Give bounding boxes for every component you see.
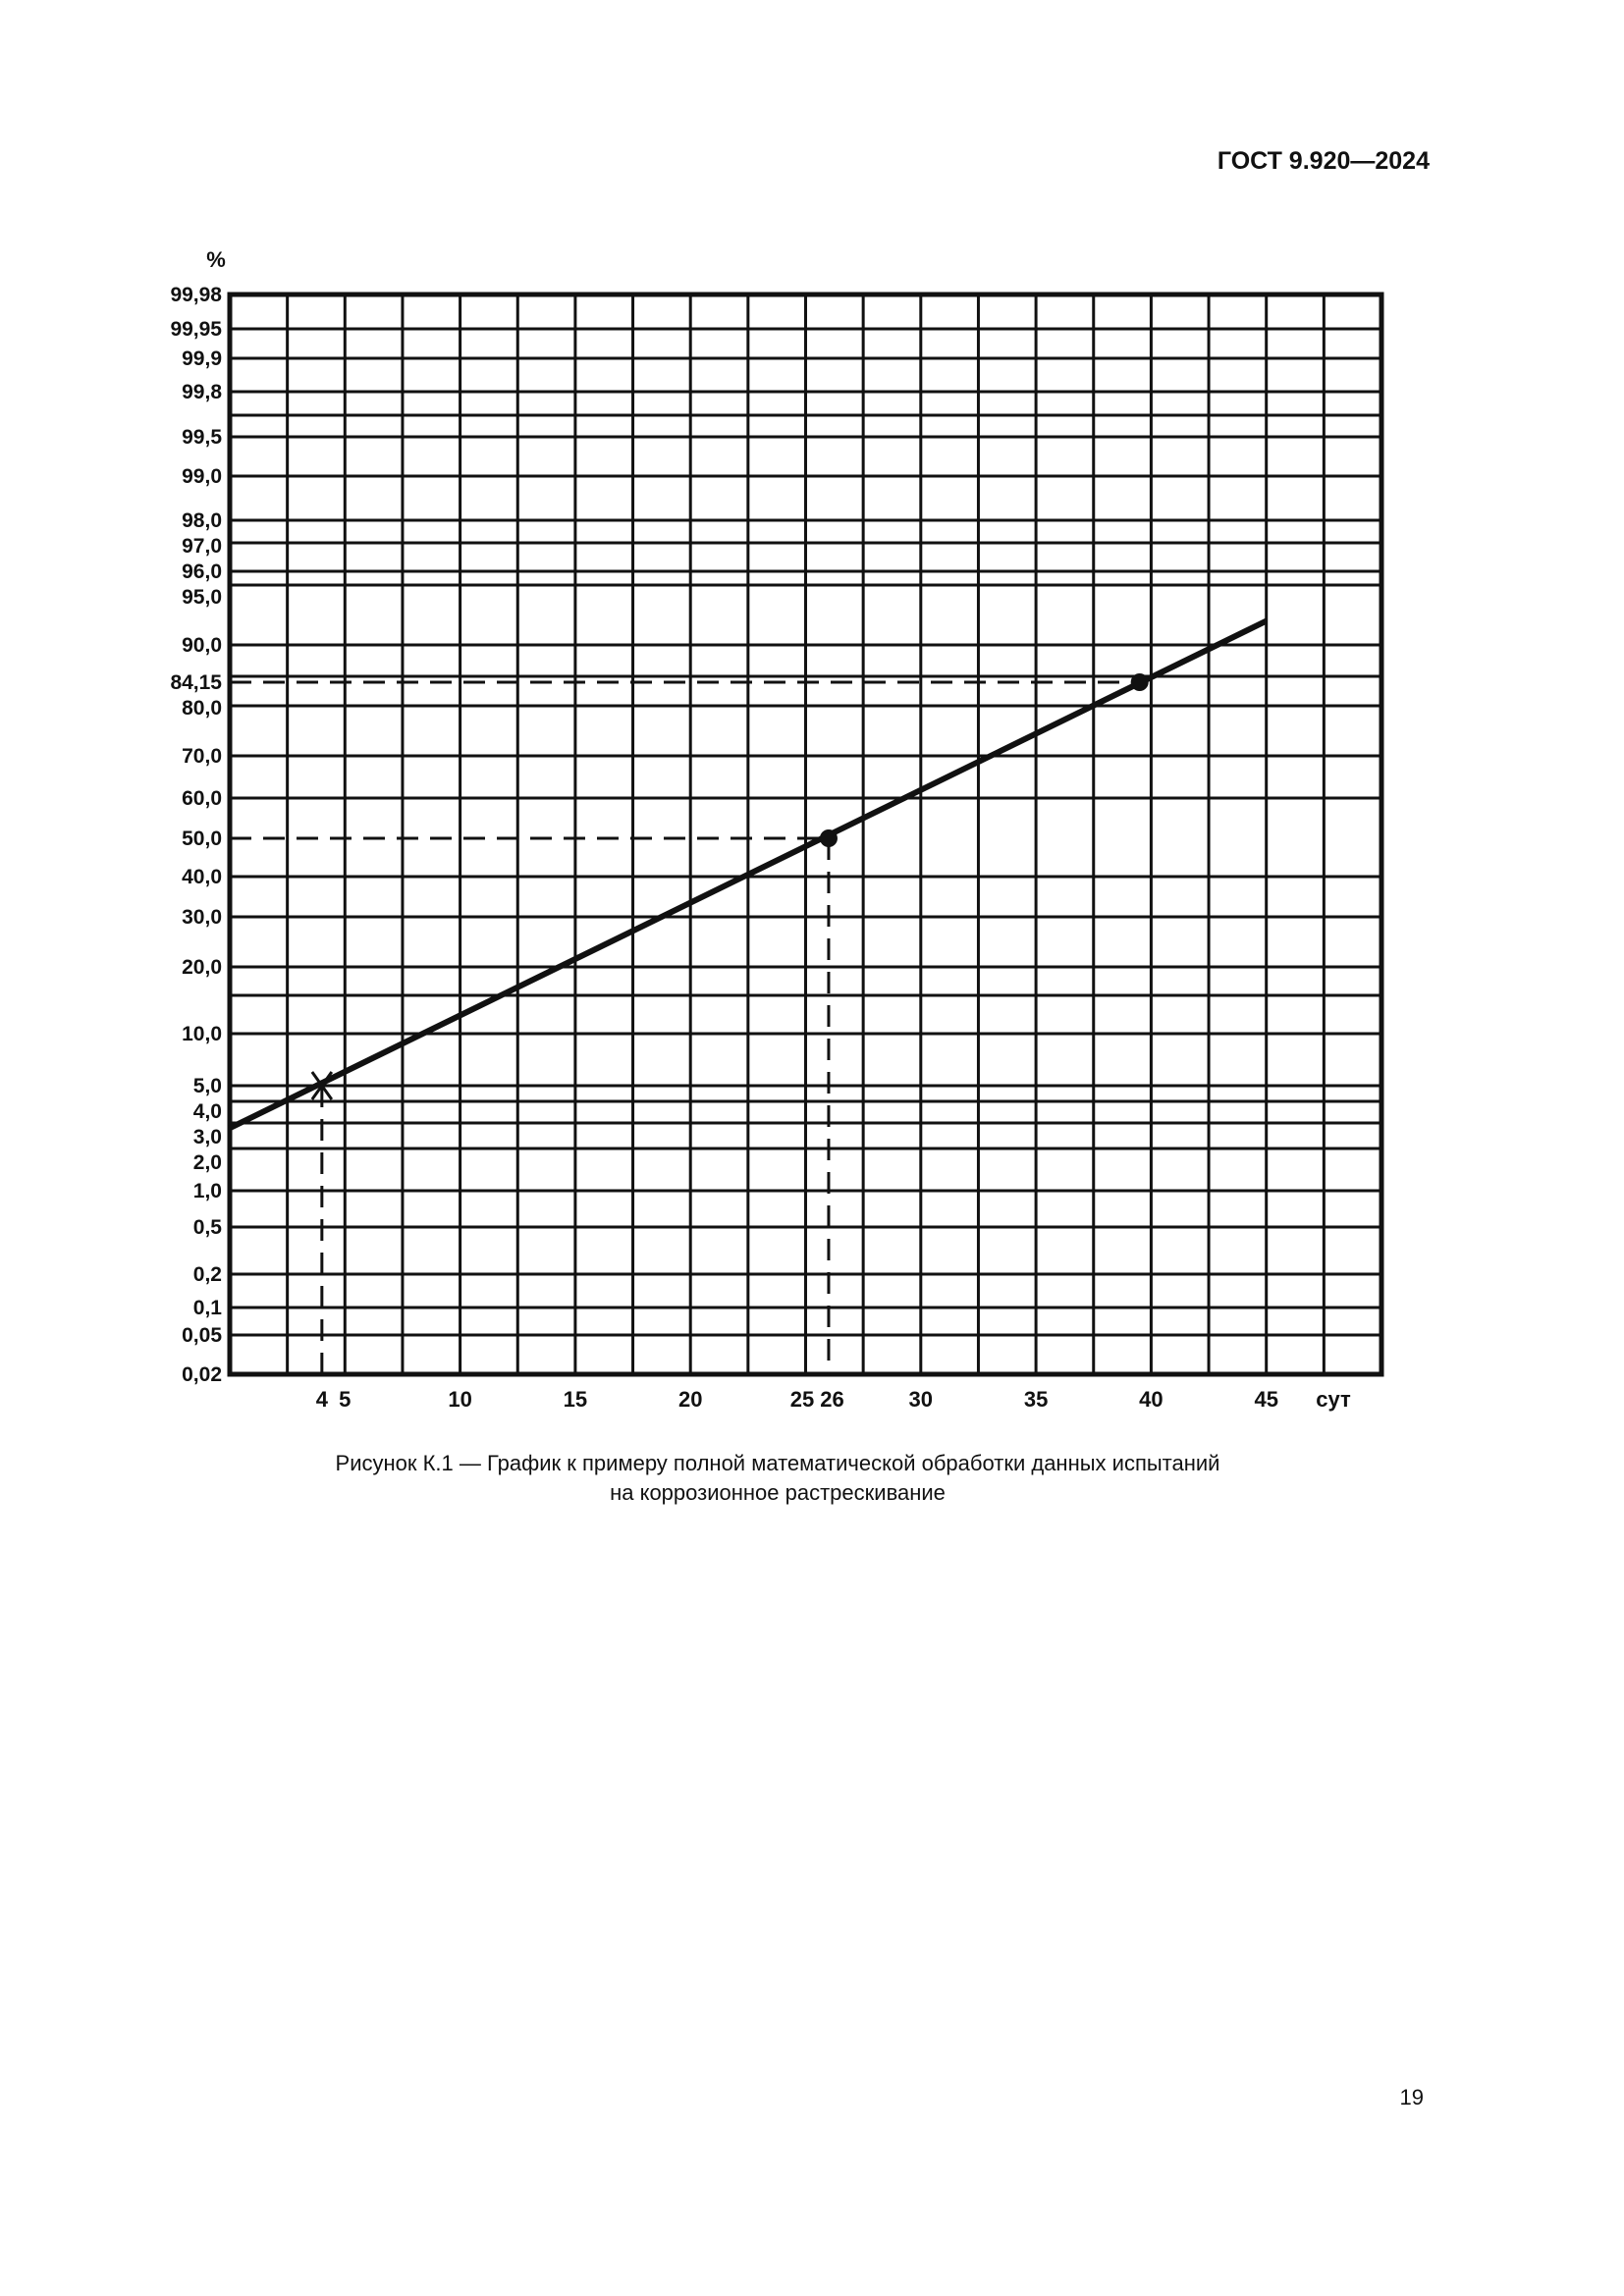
y-tick-label: 60,0 [182, 787, 222, 810]
cross-marker [310, 1071, 334, 1100]
document-header: ГОСТ 9.920—2024 [1217, 147, 1430, 175]
x-tick-label: 30 [909, 1387, 933, 1412]
x-tick-label: 15 [564, 1387, 587, 1412]
y-tick-label: 0,1 [193, 1297, 223, 1319]
y-tick-label: 30,0 [182, 906, 222, 929]
page-number: 19 [1399, 2085, 1424, 2109]
y-tick-label: 70,0 [182, 745, 222, 768]
y-tick-label: 40,0 [182, 866, 222, 888]
y-tick-label: 99,0 [182, 465, 222, 488]
y-tick-label: 2,0 [193, 1151, 222, 1174]
plot-frame [227, 292, 1384, 1377]
y-tick-label: 97,0 [182, 535, 222, 558]
y-tick-label: 1,0 [193, 1180, 222, 1202]
y-tick-label: 98,0 [182, 509, 222, 532]
y-tick-label: 50,0 [182, 828, 222, 850]
x-axis-label: сут [1316, 1387, 1351, 1412]
y-tick-label: 99,98 [170, 284, 222, 306]
x-tick-label: 35 [1024, 1387, 1048, 1412]
x-tick-label: 20 [678, 1387, 702, 1412]
y-tick-label: 0,5 [193, 1216, 223, 1239]
figure-caption-line2: на коррозионное растрескивание [610, 1480, 946, 1505]
y-tick-label: 99,95 [170, 318, 222, 341]
y-axis-label: % [206, 247, 226, 272]
x-tick-label: 10 [448, 1387, 471, 1412]
y-tick-label: 0,2 [193, 1263, 222, 1286]
y-tick-label: 4,0 [193, 1100, 222, 1123]
y-tick-label: 20,0 [182, 956, 222, 979]
y-tick-label: 0,05 [182, 1324, 222, 1347]
y-tick-label: 10,0 [182, 1023, 222, 1045]
data-point-dot [1130, 673, 1149, 691]
y-tick-label: 99,8 [182, 381, 222, 403]
x-tick-label: 25 [790, 1387, 814, 1412]
data-point-dot [819, 829, 838, 847]
y-tick-label: 84,15 [170, 671, 222, 694]
x-tick-label: 45 [1254, 1387, 1277, 1412]
x-tick-label: 5 [339, 1387, 351, 1412]
y-tick-label: 80,0 [182, 697, 222, 720]
y-tick-label: 96,0 [182, 561, 222, 583]
y-tick-label: 95,0 [182, 586, 222, 609]
y-tick-label: 90,0 [182, 634, 222, 657]
y-tick-label: 99,5 [182, 426, 222, 449]
y-tick-label: 5,0 [193, 1075, 222, 1097]
x-tick-label: 26 [820, 1387, 843, 1412]
x-tick-label: 40 [1139, 1387, 1163, 1412]
y-tick-label: 99,9 [182, 347, 222, 370]
y-tick-label: 3,0 [193, 1126, 222, 1148]
figure-caption-line1: Рисунок К.1 — График к примеру полной ма… [335, 1451, 1220, 1475]
y-tick-label: 0,02 [182, 1363, 222, 1386]
x-tick-label: 4 [316, 1387, 329, 1412]
fit-line [228, 617, 1269, 1131]
